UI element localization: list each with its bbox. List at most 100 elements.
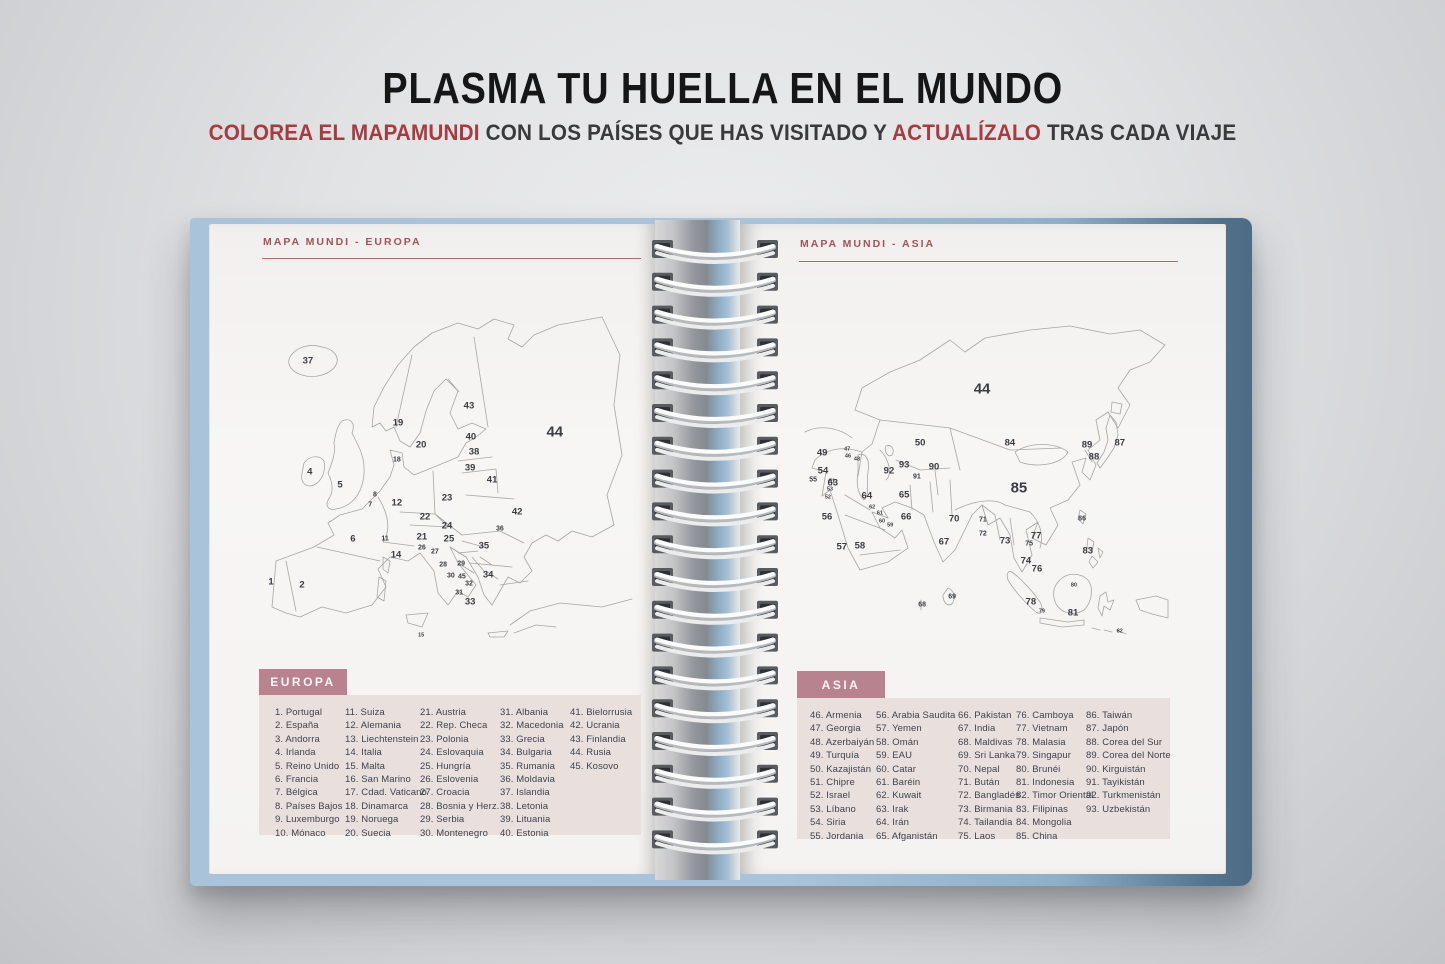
country-number: 21	[416, 531, 428, 543]
legend-country: 41. Bielorrusia	[570, 707, 633, 718]
country-number: 76	[1031, 563, 1043, 575]
country-number: 44	[546, 423, 564, 441]
header-title: PLASMA TU HUELLA EN EL MUNDO	[382, 64, 1063, 113]
legend-country: 77. Vietnam	[1016, 723, 1068, 735]
legend-country: 54. Siria	[810, 817, 846, 829]
country-number: 89	[1081, 439, 1093, 451]
right-page-title: MAPA MUNDI - ASIA	[800, 238, 936, 250]
legend-country: 26. Eslovenia	[420, 774, 479, 786]
country-number: 69	[948, 593, 957, 601]
legend-country: 8. Países Bajos	[275, 800, 343, 812]
legend-country: 83. Filipinas	[1016, 803, 1068, 815]
country-number: 30	[447, 572, 455, 580]
legend-country: 72. Bangladés	[958, 790, 1021, 802]
country-number: 50	[914, 437, 926, 449]
spine-gap	[655, 220, 740, 880]
country-number: 43	[463, 400, 475, 412]
country-number: 23	[441, 492, 453, 504]
country-number: 75	[1025, 540, 1034, 548]
legend-country: 44. Rusia	[570, 747, 612, 759]
legend-country: 30. Montenegro	[420, 827, 488, 839]
country-number: 31	[455, 589, 464, 597]
legend-country: 9. Luxemburgo	[275, 814, 340, 826]
country-number: 48	[853, 456, 861, 463]
legend-country: 82. Timor Oriental	[1016, 790, 1094, 802]
country-number: 71	[978, 516, 987, 524]
legend-country: 68. Maldivas	[958, 736, 1013, 748]
legend-column: 21. Austria 22. Rep. Checa 23. Polonia 24. …	[420, 706, 500, 839]
left-page-title: MAPA MUNDI - EUROPA	[263, 236, 422, 248]
legend-country: 67. India	[958, 723, 996, 735]
legend-country: 65. Afganistán	[876, 830, 938, 842]
country-number: 1	[268, 576, 274, 588]
legend-column: 46. Armenia 47. Georgia 48. Azerbaiyán 49. …	[810, 709, 876, 842]
left-page: MAPA MUNDI - EUROPA	[210, 224, 655, 874]
country-number: 53	[826, 486, 833, 493]
legend-column: 76. Camboya 77. Vietnam 78. Malasia 79. Sin…	[1016, 709, 1094, 842]
legend-country: 45. Kosovo	[570, 760, 619, 772]
country-number: 88	[1088, 451, 1100, 463]
country-number: 52	[824, 494, 831, 501]
country-number: 8	[372, 491, 377, 499]
country-number: 4	[307, 466, 313, 478]
country-number: 81	[1067, 607, 1079, 619]
country-number: 58	[854, 540, 866, 552]
country-number: 61	[876, 510, 883, 517]
country-number: 18	[392, 456, 401, 464]
legend-country: 48. Azerbaiyán	[810, 736, 875, 748]
country-number: 2	[299, 579, 305, 591]
subtitle-highlight: COLOREA EL MAPAMUNDI	[208, 120, 480, 145]
country-number: 7	[368, 501, 373, 509]
country-number: 65	[898, 489, 910, 501]
asia-legend-panel: 46. Armenia 47. Georgia 48. Azerbaiyán 49. …	[797, 698, 1171, 842]
legend-country: 39. Lituania	[500, 814, 551, 826]
country-number: 46	[844, 453, 852, 460]
legend-country: 36. Moldavia	[500, 774, 556, 786]
legend-country: 42. Ucrania	[570, 720, 620, 732]
legend-country: 21. Austria	[420, 707, 466, 718]
country-number: 36	[496, 525, 504, 533]
legend-column: 56. Arabia Saudita 57. Yemen 58. Omán 59. E…	[876, 709, 958, 842]
country-number: 28	[439, 561, 447, 569]
country-number: 93	[898, 459, 910, 471]
legend-country: 6. Francia	[275, 774, 319, 786]
legend-country: 85. China	[1016, 830, 1058, 842]
legend-country: 19. Noruega	[345, 814, 399, 826]
country-number: 83	[1082, 545, 1094, 557]
page-header: PLASMA TU HUELLA EN EL MUNDO COLOREA EL …	[0, 64, 1445, 146]
legend-country: 57. Yemen	[876, 723, 922, 735]
legend-country: 86. Taiwán	[1086, 710, 1133, 721]
country-number: 22	[419, 511, 431, 523]
country-number: 34	[482, 569, 494, 581]
country-number: 19	[392, 417, 404, 429]
country-number: 67	[938, 536, 950, 548]
legend-country: 46. Armenia	[810, 710, 862, 721]
right-title-rule	[799, 261, 1178, 262]
legend-country: 71. Bután	[958, 777, 1000, 789]
asia-legend-tab: ASIA	[797, 671, 885, 698]
country-number: 70	[948, 513, 960, 525]
country-number: 5	[337, 479, 343, 491]
legend-country: 40. Estonia	[500, 827, 549, 839]
country-number: 78	[1025, 596, 1037, 608]
country-number: 73	[999, 535, 1011, 547]
legend-country: 35. Rumania	[500, 760, 555, 772]
left-title-rule	[262, 258, 641, 259]
country-number: 91	[912, 473, 921, 481]
legend-column: 66. Pakistan 67. India 68. Maldivas 69. Sri…	[958, 709, 1021, 842]
legend-country: 22. Rep. Checa	[420, 720, 488, 732]
legend-country: 24. Eslovaquia	[420, 747, 484, 759]
legend-country: 5. Reino Unido	[275, 760, 340, 772]
legend-country: 56. Arabia Saudita	[876, 710, 956, 721]
legend-country: 79. Singapur	[1016, 750, 1072, 762]
legend-country: 17. Cdad. Vaticano	[345, 787, 427, 799]
legend-country: 7. Bélgica	[275, 787, 318, 799]
right-page: MAPA MUNDI - ASIA	[740, 224, 1225, 874]
country-number: 35	[478, 540, 490, 552]
legend-country: 93. Uzbekistán	[1086, 803, 1151, 815]
europe-map-outline	[271, 316, 633, 638]
country-number: 57	[836, 541, 848, 553]
europe-legend-tab: EUROPA	[259, 669, 347, 695]
legend-country: 25. Hungría	[420, 760, 471, 772]
country-number: 60	[878, 518, 886, 525]
